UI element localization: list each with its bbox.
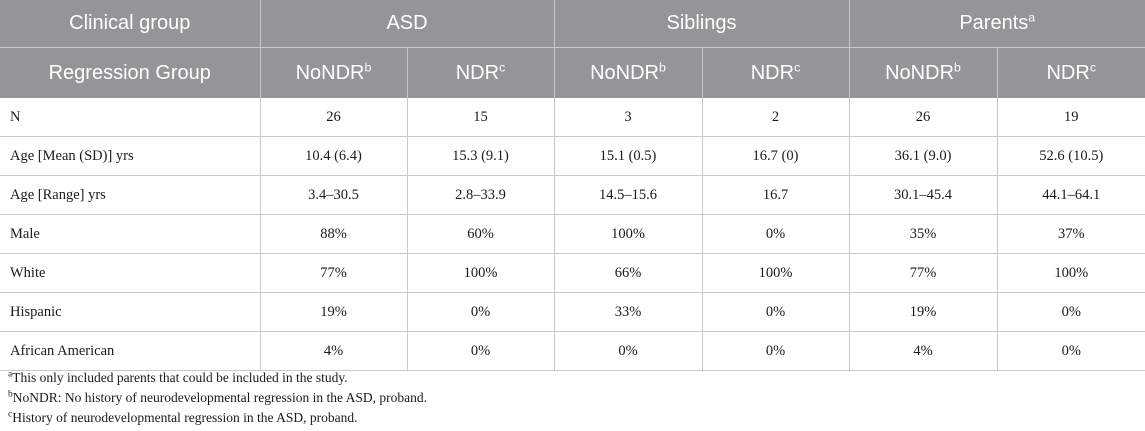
table-footnotes: aThis only included parents that could b… (8, 368, 427, 428)
row-label: Male (0, 214, 260, 254)
table-cell: 4% (259, 331, 407, 371)
header-row-clinical-group: Clinical group ASD Siblings Parentsa (0, 0, 1145, 48)
table-cell: 37% (996, 214, 1145, 254)
footnote-mark: b (954, 59, 961, 74)
footnote-mark: c (794, 59, 801, 74)
footnote-mark: c (1089, 59, 1097, 74)
table-cell: 16.7 (701, 175, 850, 215)
table-cell: 26 (848, 98, 998, 137)
table-cell: 52.6 (10.5) (996, 136, 1145, 176)
table-cell: 15 (406, 98, 554, 137)
table-cell: 4% (848, 331, 998, 371)
group-header-parents: Parentsa (848, 0, 1145, 48)
table-cell: 0% (701, 214, 850, 254)
table-row: Age [Mean (SD)] yrs 10.4 (6.4) 15.3 (9.1… (0, 136, 1145, 176)
table-cell: 60% (406, 214, 554, 254)
subgroup-header: NDRc (701, 47, 850, 98)
table-cell: 88% (259, 214, 407, 254)
table-cell: 19 (996, 98, 1145, 137)
table-cell: 26 (259, 98, 407, 137)
row-label: Age [Mean (SD)] yrs (0, 136, 260, 176)
table-cell: 14.5–15.6 (553, 175, 702, 215)
table-cell: 36.1 (9.0) (848, 136, 998, 176)
subgroup-header: NoNDRb (553, 47, 702, 98)
table-cell: 0% (553, 331, 702, 371)
table-cell: 33% (553, 292, 702, 332)
table-row: African American 4% 0% 0% 0% 4% 0% (0, 331, 1145, 371)
subgroup-header: NDRc (406, 47, 554, 98)
table-cell: 66% (553, 253, 702, 293)
subgroup-header: NoNDRb (848, 47, 998, 98)
table-row: N 26 15 3 2 26 19 (0, 98, 1145, 137)
footnote-mark: a (1028, 10, 1036, 25)
table-row: Male 88% 60% 100% 0% 35% 37% (0, 214, 1145, 254)
table-cell: 0% (701, 292, 850, 332)
table-cell: 0% (701, 331, 850, 371)
table-cell: 100% (996, 253, 1145, 293)
table-cell: 10.4 (6.4) (259, 136, 407, 176)
subgroup-header: NoNDRb (259, 47, 407, 98)
footnote-mark: c (499, 59, 506, 74)
table-cell: 77% (259, 253, 407, 293)
table-cell: 100% (406, 253, 554, 293)
group-header-asd: ASD (259, 0, 554, 48)
row-label: Hispanic (0, 292, 260, 332)
table-row: Hispanic 19% 0% 33% 0% 19% 0% (0, 292, 1145, 332)
table-cell: 2.8–33.9 (406, 175, 554, 215)
table-cell: 3.4–30.5 (259, 175, 407, 215)
table-cell: 16.7 (0) (701, 136, 850, 176)
table-cell: 15.3 (9.1) (406, 136, 554, 176)
table-cell: 0% (996, 292, 1145, 332)
group-header-siblings: Siblings (553, 0, 850, 48)
table-cell: 0% (406, 292, 554, 332)
footnote-mark: b (364, 59, 372, 74)
table-cell: 30.1–45.4 (848, 175, 998, 215)
table-cell: 0% (406, 331, 554, 371)
table-cell: 100% (701, 253, 850, 293)
table-cell: 2 (701, 98, 850, 137)
table-cell: 35% (848, 214, 998, 254)
table-cell: 19% (848, 292, 998, 332)
row-label: African American (0, 331, 260, 371)
table-row: Age [Range] yrs 3.4–30.5 2.8–33.9 14.5–1… (0, 175, 1145, 215)
row-label: White (0, 253, 260, 293)
footnote-a: aThis only included parents that could b… (8, 369, 348, 385)
table-cell: 77% (848, 253, 998, 293)
row-label: N (0, 98, 260, 137)
table-cell: 100% (553, 214, 702, 254)
table-row: White 77% 100% 66% 100% 77% 100% (0, 253, 1145, 293)
footnote-mark: b (659, 59, 666, 74)
clinical-group-header: Clinical group (0, 0, 260, 48)
demographics-table: Clinical group ASD Siblings Parentsa Reg… (0, 0, 1145, 371)
row-label: Age [Range] yrs (0, 175, 260, 215)
table-cell: 15.1 (0.5) (553, 136, 702, 176)
subgroup-header: NDRc (996, 47, 1145, 98)
regression-group-header: Regression Group (0, 47, 260, 98)
table-cell: 0% (996, 331, 1145, 371)
footnote-b: bNoNDR: No history of neurodevelopmental… (8, 389, 428, 405)
table-cell: 19% (259, 292, 407, 332)
header-row-regression-group: Regression Group NoNDRb NDRc NoNDRb NDRc… (0, 47, 1145, 98)
footnote-c: cHistory of neurodevelopmental regressio… (8, 409, 358, 425)
table-cell: 44.1–64.1 (996, 175, 1145, 215)
table-cell: 3 (553, 98, 702, 137)
